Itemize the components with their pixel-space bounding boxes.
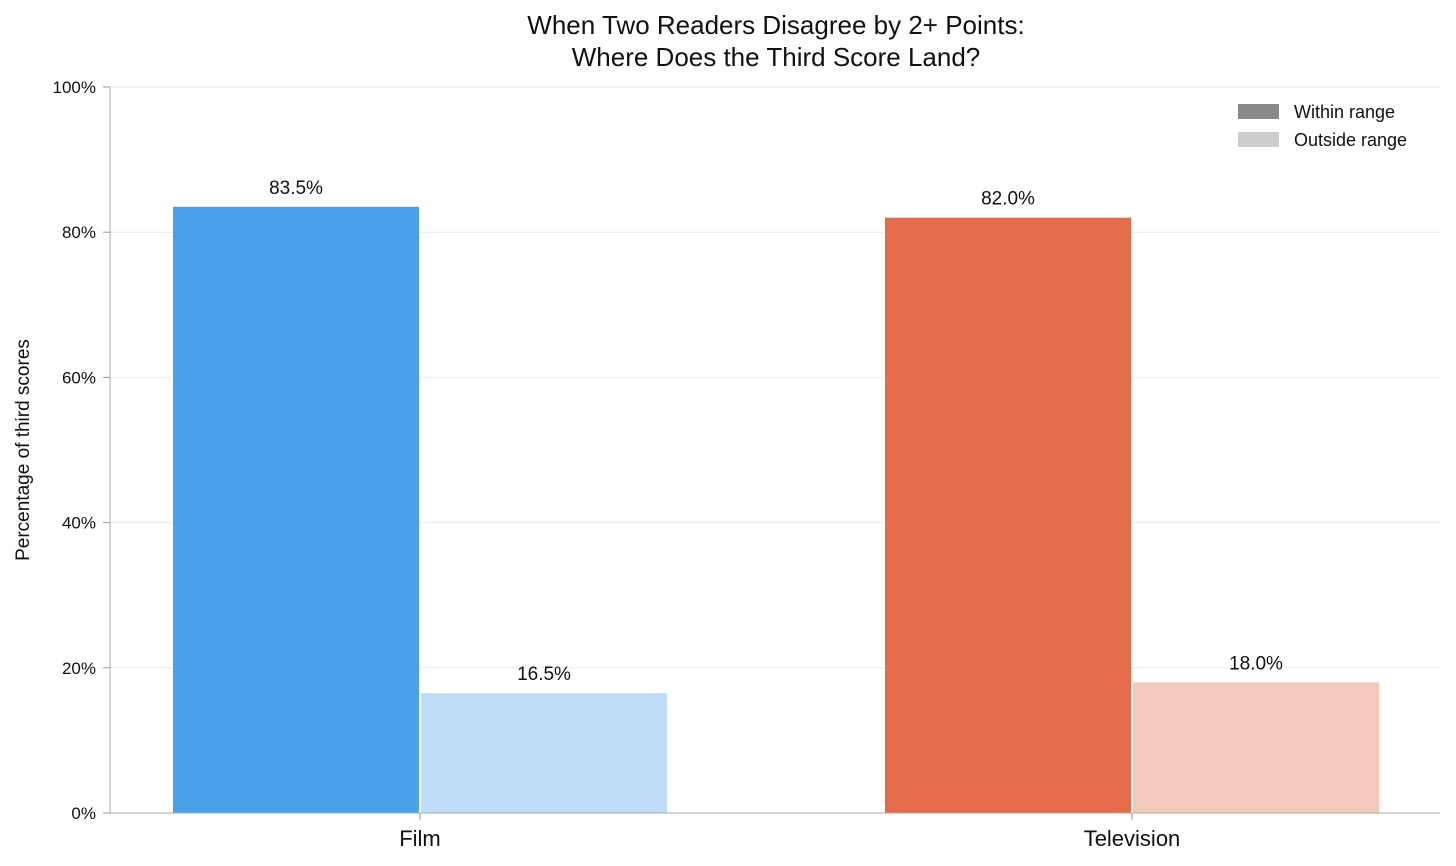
bars	[173, 206, 1379, 814]
chart-title-line-2: Where Does the Third Score Land?	[572, 42, 981, 72]
bar-value-label: 18.0%	[1229, 653, 1283, 674]
legend-swatch	[1238, 132, 1279, 147]
bar	[173, 206, 419, 814]
legend-label: Outside range	[1294, 130, 1407, 150]
y-tick-label: 40%	[62, 514, 96, 533]
legend-swatch	[1238, 104, 1279, 119]
bar-value-label: 83.5%	[269, 178, 323, 199]
labels: 0% 20% 40% 60% 80% 100% 83.5% 16.5% Film 82.0% 18.…	[53, 78, 1284, 851]
bar	[885, 217, 1131, 813]
y-tick-label: 60%	[62, 368, 96, 387]
legend-label: Within range	[1294, 102, 1395, 122]
y-tick-label: 0%	[71, 804, 96, 823]
chart-title-line-1: When Two Readers Disagree by 2+ Points:	[527, 10, 1024, 40]
bar-value-label: 82.0%	[981, 189, 1035, 210]
y-tick-label: 20%	[62, 659, 96, 678]
bar	[421, 693, 667, 813]
y-tick-label: 100%	[53, 78, 96, 97]
chart-title: When Two Readers Disagree by 2+ Points: …	[527, 10, 1024, 72]
x-tick-label: Television	[1084, 826, 1181, 851]
x-tick-label: Film	[399, 826, 441, 851]
y-axis-title: Percentage of third scores	[13, 339, 34, 561]
legend: Within range Outside range	[1238, 102, 1407, 150]
bar	[1133, 682, 1379, 813]
bar-value-label: 16.5%	[517, 664, 571, 685]
axes	[103, 86, 1440, 820]
y-tick-label: 80%	[62, 223, 96, 242]
